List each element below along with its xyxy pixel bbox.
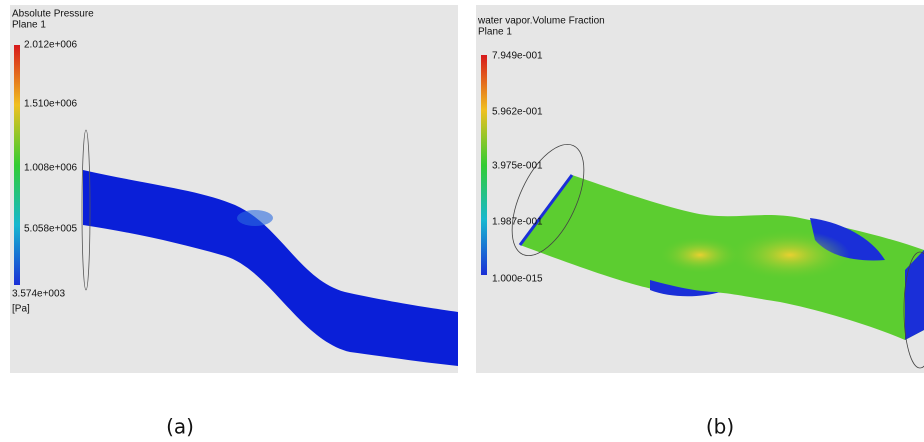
color-bar [481,55,487,275]
legend-label: 3.574e+003 [12,289,66,300]
page: {"panels": [ {"title": "Absolute Pressur… [0,0,924,442]
legend-title: water vapor.Volume Fraction [477,16,605,27]
pressure-spot [237,210,273,226]
legend-subtitle: Plane 1 [478,27,512,38]
panel-b: water vapor.Volume Fraction Plane 1 7.94… [476,5,924,373]
legend-label: 1.987e-001 [492,217,543,228]
legend-label: 1.008e+006 [24,163,78,174]
legend-title: Absolute Pressure [12,9,94,20]
legend-subtitle: Plane 1 [12,20,46,31]
legend-label: 5.058e+005 [24,224,78,235]
vapor-hot-region [660,237,740,273]
color-bar [14,45,20,285]
legend-unit: [Pa] [12,304,30,315]
legend-label: 1.510e+006 [24,99,78,110]
vapor-hot-region [730,230,850,280]
figure: Absolute Pressure Plane 1 2.012e+006 1.5… [0,0,924,442]
legend-label: 5.962e-001 [492,107,543,118]
panel-a: Absolute Pressure Plane 1 2.012e+006 1.5… [10,5,458,373]
legend-label: 7.949e-001 [492,51,543,62]
legend-label: 1.000e-015 [492,274,543,285]
legend-label: 2.012e+006 [24,40,78,51]
caption: (b) [706,415,734,439]
legend-label: 3.975e-001 [492,161,543,172]
caption: (a) [166,415,194,439]
